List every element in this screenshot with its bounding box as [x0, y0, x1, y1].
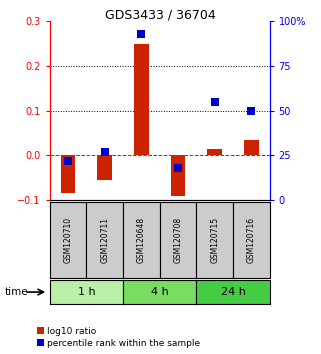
Text: GSM120710: GSM120710: [64, 217, 73, 263]
Point: [139, 31, 144, 36]
Text: time: time: [5, 287, 29, 297]
Text: GSM120711: GSM120711: [100, 217, 109, 263]
Bar: [134, 44, 149, 155]
Text: GSM120716: GSM120716: [247, 217, 256, 263]
Text: 1 h: 1 h: [78, 287, 95, 297]
Point: [212, 99, 217, 104]
Text: GSM120648: GSM120648: [137, 217, 146, 263]
Point: [102, 149, 107, 155]
Bar: [61, 155, 75, 193]
Point: [65, 158, 71, 164]
Bar: [244, 140, 259, 155]
Text: GSM120708: GSM120708: [174, 217, 183, 263]
Bar: [207, 149, 222, 155]
Text: GDS3433 / 36704: GDS3433 / 36704: [105, 9, 216, 22]
Point: [176, 165, 181, 171]
Text: GSM120715: GSM120715: [210, 217, 219, 263]
Point: [249, 108, 254, 113]
Bar: [171, 155, 185, 195]
Legend: log10 ratio, percentile rank within the sample: log10 ratio, percentile rank within the …: [37, 327, 201, 348]
Text: 4 h: 4 h: [151, 287, 169, 297]
Text: 24 h: 24 h: [221, 287, 246, 297]
Bar: [97, 155, 112, 180]
